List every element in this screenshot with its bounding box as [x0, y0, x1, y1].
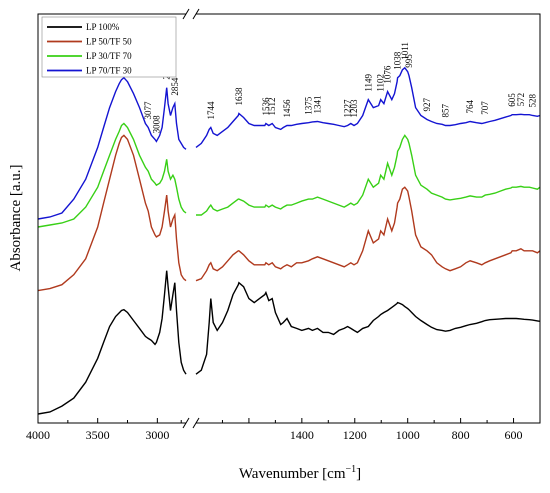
series-lp50 [37, 134, 541, 292]
y-axis-label: Absorbance [a.u.] [8, 164, 24, 271]
series-lp100 [37, 270, 541, 415]
plot-frame [37, 8, 541, 429]
series-lp30-line-right [196, 134, 541, 216]
peak-label-572: 572 [516, 93, 526, 107]
peak-label-1456: 1456 [282, 99, 292, 118]
peak-label-2854: 2854 [170, 77, 180, 96]
peak-label-1512: 1512 [267, 97, 277, 115]
peak-label-995: 995 [404, 54, 414, 68]
series-lp70-line-left [37, 76, 187, 220]
peak-label-1341: 1341 [312, 95, 322, 113]
peak-label-3008: 3008 [151, 115, 161, 134]
peak-label-857: 857 [441, 103, 451, 117]
legend-label-2: LP 50/TF 50 [86, 37, 132, 47]
peak-label-927: 927 [422, 98, 432, 112]
peak-label-1149: 1149 [363, 73, 373, 91]
x-tick-label: 1200 [343, 428, 367, 442]
peak-label-1102: 1102 [376, 74, 386, 92]
series-lp50-line-left [37, 134, 187, 292]
peak-labels: 3280307730082922285417441638153615121456… [119, 42, 538, 133]
series-lp70-line-right [195, 66, 541, 148]
peak-label-1038: 1038 [393, 51, 403, 70]
peak-label-605: 605 [507, 93, 517, 107]
x-tick-label: 3000 [145, 428, 169, 442]
legend: LP 100% LP 50/TF 50 LP 30/TF 70 LP 70/TF 30 [41, 16, 177, 78]
axis-break-gap-bottom [186, 418, 196, 428]
peak-label-3077: 3077 [143, 101, 153, 120]
peak-label-1203: 1203 [349, 99, 359, 118]
x-tick-label: 1000 [396, 428, 420, 442]
x-tick-label: 1400 [290, 428, 314, 442]
legend-label-4: LP 70/TF 30 [86, 66, 132, 76]
x-tick-label: 800 [452, 428, 470, 442]
peak-label-1744: 1744 [206, 101, 216, 120]
series-layer [37, 66, 541, 415]
x-tick-label: 4000 [26, 428, 50, 442]
frame-left [37, 13, 186, 424]
legend-box [41, 16, 177, 78]
series-lp50-line-right [195, 186, 541, 282]
peak-label-528: 528 [528, 94, 538, 108]
peak-label-1638: 1638 [234, 87, 244, 105]
peak-label-1076: 1076 [383, 65, 393, 84]
series-lp30-line-left [37, 122, 187, 228]
axis-break-mark-bottom-1 [182, 417, 190, 429]
peak-label-1227: 1227 [343, 99, 353, 118]
frame-right [196, 13, 541, 424]
peak-label-1375: 1375 [303, 96, 313, 115]
axis-break-gap-top [186, 9, 196, 19]
x-tick-label: 3500 [86, 428, 110, 442]
peak-label-1536: 1536 [261, 97, 271, 116]
peak-label-764: 764 [465, 99, 475, 113]
series-lp100-line-right [195, 281, 541, 375]
series-lp100-line-left [37, 270, 187, 415]
x-tick-label: 600 [505, 428, 523, 442]
axis-break-mark-top-1 [182, 8, 190, 20]
axis-break-mark-bottom-2 [192, 417, 200, 429]
series-lp70 [37, 66, 541, 220]
axis-break-mark-top-2 [192, 8, 200, 20]
x-axis-label: Wavenumber [cm−1] [239, 464, 361, 482]
legend-label-1: LP 100% [86, 22, 120, 32]
series-lp30 [37, 122, 541, 228]
legend-label-3: LP 30/TF 70 [86, 51, 132, 61]
peak-label-707: 707 [480, 101, 490, 115]
x-axis-ticks: 4000 3500 3000 1400 1200 1000 800 600 [26, 418, 523, 442]
peak-label-1011: 1011 [400, 42, 410, 60]
